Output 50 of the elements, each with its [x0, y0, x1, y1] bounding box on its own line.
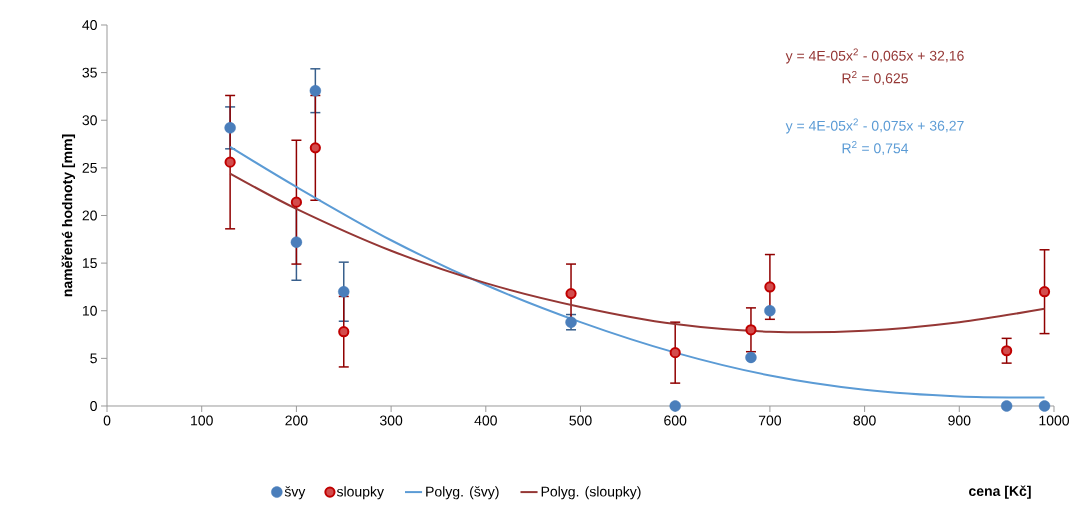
legend-label: švy [284, 486, 306, 500]
y-axis-title: naměřené hodnoty [mm] [61, 134, 76, 297]
y-tick-label: 25 [82, 162, 97, 173]
annotation: R$^{2}$ = 0,754 [842, 141, 909, 155]
y-tick-label: 0 [90, 401, 97, 411]
point [745, 324, 757, 336]
x-tick-label: 1000 [1039, 415, 1070, 426]
point [309, 142, 321, 154]
x-tick-label: 800 [853, 415, 876, 426]
y-tick-label: 20 [82, 210, 97, 221]
x-tick-label: 300 [379, 415, 403, 426]
point [669, 347, 681, 359]
y-tick-label: 5 [90, 353, 97, 364]
point [338, 326, 350, 338]
point [290, 196, 303, 208]
legend-label: sloupky [336, 486, 384, 500]
point [1038, 400, 1051, 412]
point [1038, 286, 1051, 298]
point [309, 85, 322, 97]
point [290, 236, 303, 248]
point [745, 351, 757, 364]
point [669, 400, 681, 412]
annotation: R$^{2}$ = 0,625 [842, 71, 908, 85]
point [764, 305, 776, 317]
x-tick-label: 500 [569, 415, 592, 426]
point [224, 122, 236, 134]
legend-label: Polyg. (sloupky) [541, 486, 641, 500]
point [565, 287, 577, 300]
annotation: y = 4E-05x$^{2}$ - 0,075x + 36,27 [785, 118, 964, 134]
point [224, 156, 236, 168]
x-tick-label: 0 [103, 415, 111, 426]
x-tick-label: 600 [664, 415, 687, 426]
point [1000, 400, 1013, 412]
x-axis-title: cena [Kč] [969, 485, 1031, 499]
x-tick-label: 900 [948, 415, 971, 426]
x-tick-label: 700 [758, 415, 782, 426]
x-tick-label: 100 [191, 415, 213, 426]
y-tick-label: 35 [82, 67, 97, 78]
point [1001, 345, 1013, 357]
y-tick-label: 15 [82, 258, 97, 268]
point [338, 285, 350, 298]
line-series [229, 172, 1046, 334]
point [764, 281, 776, 293]
y-tick-label: 40 [82, 20, 97, 30]
y-tick-label: 10 [82, 305, 97, 316]
x-tick-label: 200 [285, 415, 308, 426]
y-tick-label: 30 [82, 115, 97, 126]
annotation: y = 4E-05x$^{2}$ - 0,065x + 32,16 [785, 48, 964, 64]
x-tick-label: 400 [474, 415, 497, 426]
legend-label: Polyg. (švy) [426, 486, 499, 500]
